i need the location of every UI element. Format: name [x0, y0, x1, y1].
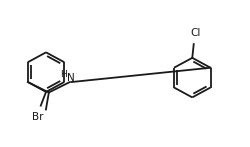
Text: Br: Br: [32, 112, 43, 122]
Text: H: H: [60, 70, 67, 79]
Text: N: N: [67, 73, 75, 83]
Text: Cl: Cl: [190, 28, 201, 38]
